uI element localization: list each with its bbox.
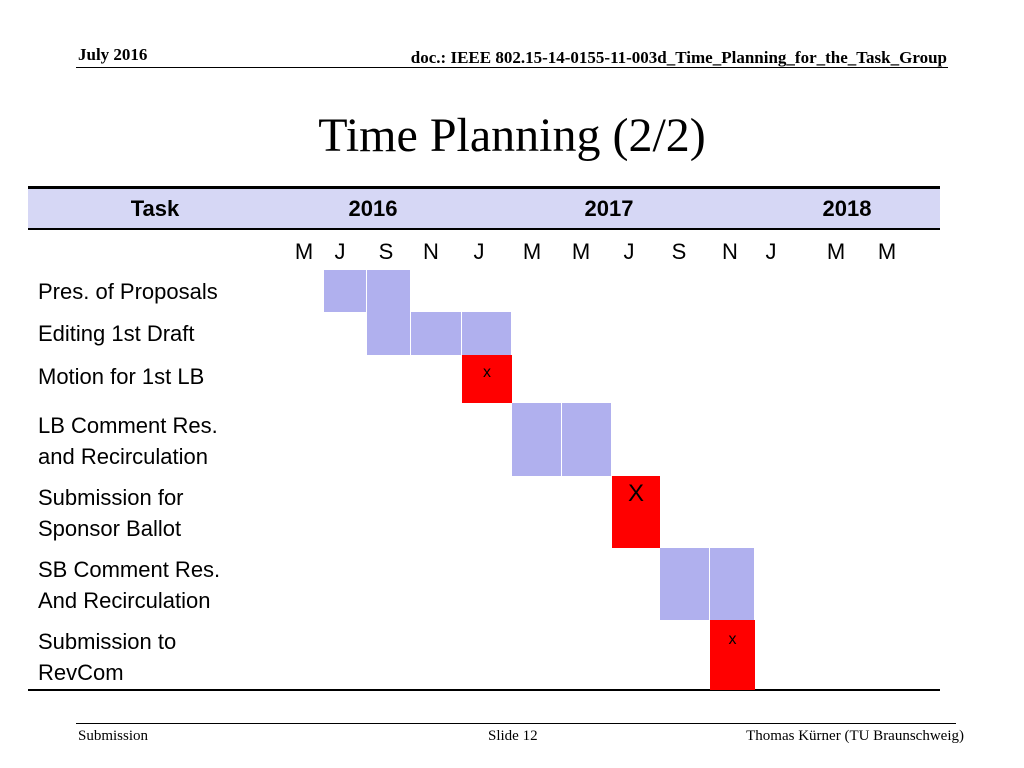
month-label: M [826,239,846,264]
task-label: SB Comment Res. And Recirculation [38,557,221,613]
task-label: Submission to RevCom [38,629,177,685]
task-label: Motion for 1st LB [38,364,205,389]
table-header-band [28,188,940,228]
col-header-2018: 2018 [822,196,872,221]
footer-divider [76,723,956,724]
planned-period-cell [660,548,710,620]
month-label: J [473,239,485,264]
milestone-cell: X [612,476,660,548]
col-header-task: Task [130,196,180,221]
footer-slide-number: Slide 12 [488,728,538,744]
col-header-2016: 2016 [348,196,398,221]
milestone-mark: x [483,364,491,381]
slide-title: Time Planning (2/2) [318,109,706,162]
planned-period-cell [367,270,411,312]
planned-period-cell [710,548,755,620]
planned-period-cell [367,312,411,355]
month-label: J [334,239,346,264]
milestone-mark: x [728,631,737,648]
milestone-mark: X [627,480,644,507]
task-label: Editing 1st Draft [38,321,195,346]
planned-period-cell [512,403,562,476]
header-date: July 2016 [78,45,148,64]
month-label: M [294,239,314,264]
planned-period-cell [562,403,612,476]
month-label: M [571,239,591,264]
month-label: N [722,239,738,264]
planned-period-cell [324,270,367,312]
table-header-rule [28,228,940,230]
table-bottom-rule [28,689,940,691]
planned-period-cell [462,312,512,355]
table-top-rule [28,186,940,189]
header-doc-id: doc.: IEEE 802.15-14-0155-11-003d_Time_P… [410,48,947,67]
month-label: S [378,239,394,264]
month-label: J [623,239,635,264]
col-header-2017: 2017 [584,196,634,221]
month-label: N [423,239,439,264]
task-label: Submission for Sponsor Ballot [38,485,184,541]
footer-author: Thomas Kürner (TU Braunschweig) [746,728,964,744]
task-label: LB Comment Res. and Recirculation [38,413,218,469]
month-label: M [877,239,897,264]
header-divider [76,67,948,68]
footer-submission: Submission [78,728,149,744]
milestone-cell: x [710,620,755,690]
planned-period-cell [411,312,462,355]
task-label: Pres. of Proposals [38,279,218,304]
month-label: J [765,239,777,264]
month-label: S [671,239,687,264]
milestone-cell: x [462,355,512,403]
month-label: M [522,239,542,264]
